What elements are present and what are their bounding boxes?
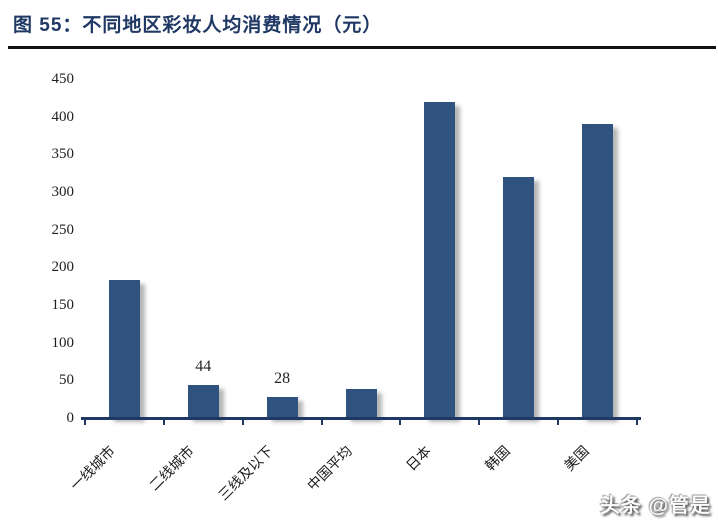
y-tick-label: 300	[51, 184, 75, 200]
title-divider	[8, 46, 716, 49]
y-tick-label: 400	[51, 108, 75, 125]
axis-tick	[399, 419, 401, 425]
x-axis-line	[81, 417, 641, 420]
x-category-label: 韩国	[482, 444, 514, 475]
bar	[267, 397, 298, 418]
x-category-label: 美国	[561, 444, 593, 475]
axis-tick	[242, 419, 244, 425]
axis-tick	[163, 419, 165, 425]
bar	[188, 385, 219, 418]
axis-tick	[321, 419, 323, 425]
x-category-label: 日本	[404, 444, 435, 475]
axis-tick	[84, 419, 86, 425]
bar	[582, 124, 613, 418]
axis-tick	[478, 419, 480, 425]
y-tick-label: 0	[66, 410, 75, 426]
y-tick-label: 100	[51, 334, 75, 351]
bar	[424, 102, 455, 418]
axis-tick	[636, 419, 638, 425]
watermark: 头条 @管是	[599, 495, 711, 517]
y-tick-label: 200	[51, 259, 75, 276]
axis-tick	[557, 419, 559, 425]
y-tick-label: 350	[51, 146, 75, 163]
y-tick-label: 50	[59, 372, 74, 389]
y-tick-label: 250	[51, 221, 75, 238]
x-category-label: 一线城市	[68, 444, 120, 495]
bar	[346, 389, 377, 418]
y-tick-label: 450	[51, 71, 75, 87]
bar	[109, 280, 140, 418]
x-category-label: 二线城市	[147, 444, 198, 495]
bar-value-label: 28	[274, 370, 291, 387]
y-tick-label: 150	[51, 297, 75, 313]
x-category-label: 中国平均	[305, 444, 356, 495]
bar	[503, 177, 534, 418]
figure-title: 图 55：不同地区彩妆人均消费情况（元）	[13, 15, 383, 36]
x-category-label: 三线及以下	[216, 444, 277, 505]
bar-value-label: 44	[195, 358, 212, 375]
